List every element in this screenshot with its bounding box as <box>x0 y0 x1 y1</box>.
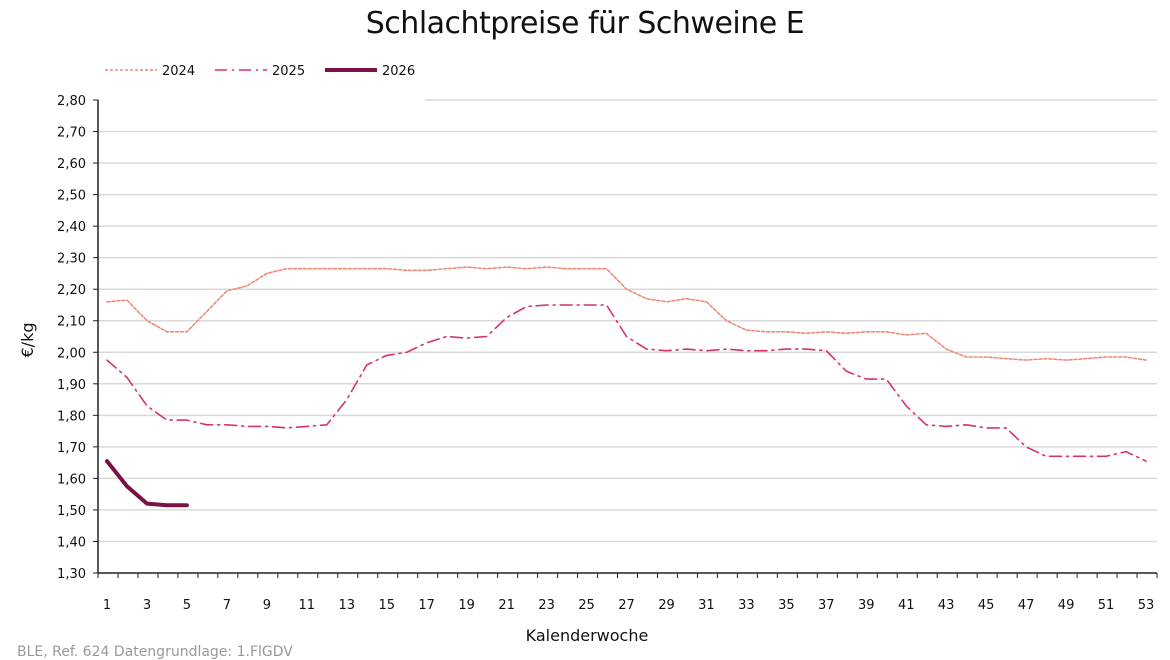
y-tick-label: 1,80 <box>57 409 86 424</box>
x-tick-label: 27 <box>618 598 635 613</box>
x-tick-label: 3 <box>143 598 151 613</box>
y-tick-label: 1,30 <box>57 567 86 582</box>
y-tick-label: 1,90 <box>57 378 86 393</box>
legend-label-2025: 2025 <box>272 64 305 79</box>
y-tick-label: 1,40 <box>57 535 86 550</box>
x-axis-label: Kalenderwoche <box>526 626 649 645</box>
x-tick-label: 41 <box>898 598 915 613</box>
x-tick-label: 19 <box>458 598 475 613</box>
y-tick-label: 2,70 <box>57 126 86 141</box>
y-tick-label: 2,30 <box>57 252 86 267</box>
x-tick-label: 13 <box>338 598 355 613</box>
x-tick-label: 11 <box>299 598 316 613</box>
x-tick-label: 51 <box>1098 598 1115 613</box>
y-tick-label: 2,20 <box>57 283 86 298</box>
x-tick-label: 53 <box>1138 598 1155 613</box>
x-tick-label: 33 <box>738 598 755 613</box>
x-tick-label: 25 <box>578 598 595 613</box>
y-tick-label: 2,50 <box>57 189 86 204</box>
y-tick-label: 1,70 <box>57 441 86 456</box>
legend-background <box>99 96 425 104</box>
y-tick-label: 2,40 <box>57 220 86 235</box>
x-tick-label: 35 <box>778 598 795 613</box>
legend-label-2024: 2024 <box>162 64 195 79</box>
y-tick-label: 1,50 <box>57 504 86 519</box>
x-tick-label: 37 <box>818 598 835 613</box>
x-tick-label: 1 <box>103 598 111 613</box>
x-tick-label: 17 <box>418 598 435 613</box>
legend-label-2026: 2026 <box>382 64 415 79</box>
x-tick-label: 39 <box>858 598 875 613</box>
series-line-2026 <box>107 461 187 505</box>
x-tick-label: 9 <box>263 598 271 613</box>
series-line-2024 <box>107 267 1146 360</box>
x-tick-label: 23 <box>538 598 555 613</box>
y-tick-label: 1,60 <box>57 472 86 487</box>
y-tick-label: 2,00 <box>57 346 86 361</box>
x-tick-label: 43 <box>938 598 955 613</box>
x-tick-label: 49 <box>1058 598 1075 613</box>
x-tick-label: 21 <box>498 598 515 613</box>
x-tick-label: 7 <box>223 598 231 613</box>
y-tick-label: 2,80 <box>57 94 86 109</box>
x-tick-label: 29 <box>658 598 675 613</box>
y-tick-label: 2,60 <box>57 157 86 172</box>
x-tick-label: 45 <box>978 598 995 613</box>
y-tick-label: 2,10 <box>57 315 86 330</box>
x-tick-label: 47 <box>1018 598 1035 613</box>
x-tick-label: 31 <box>698 598 715 613</box>
x-tick-label: 5 <box>183 598 191 613</box>
x-tick-label: 15 <box>378 598 395 613</box>
y-axis-label: €/kg <box>18 323 37 358</box>
